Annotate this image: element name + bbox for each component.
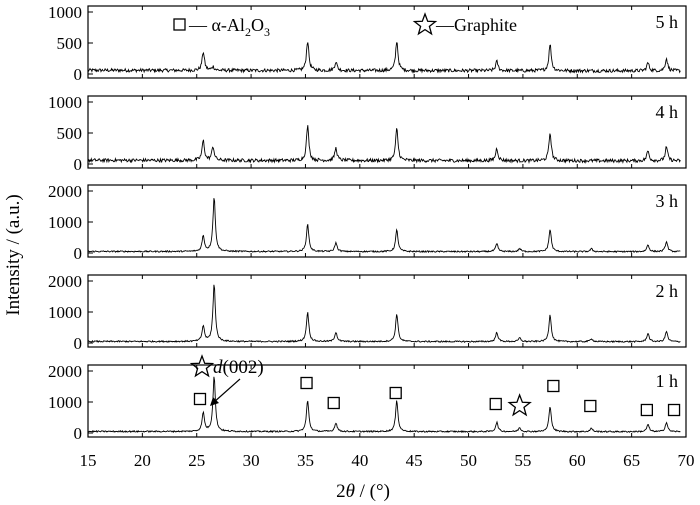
y-tick-label: 2000 — [48, 362, 82, 381]
y-tick-label: 500 — [57, 34, 83, 53]
xrd-trace — [87, 125, 681, 164]
y-tick-label: 1000 — [48, 3, 82, 22]
alumina-marker — [667, 403, 681, 417]
panel-frame — [87, 5, 687, 79]
y-tick-label: 0 — [74, 244, 83, 263]
x-tick-label: 60 — [569, 451, 586, 470]
alumina-marker — [300, 376, 313, 390]
legend-graphite: —Graphite — [435, 15, 517, 35]
legend-alumina: — α-Al2O3 — [188, 15, 270, 39]
xrd-trace — [87, 198, 681, 254]
panel-frame — [87, 184, 687, 258]
panel-frame — [87, 274, 687, 348]
panel-label: 4 h — [656, 102, 679, 122]
x-tick-label: 65 — [623, 451, 640, 470]
x-tick-label: 40 — [351, 451, 368, 470]
x-tick-label: 25 — [188, 451, 205, 470]
alumina-marker — [193, 392, 207, 406]
xrd-trace — [87, 42, 681, 74]
alumina-square-icon — [173, 18, 186, 31]
panel-1: 0 500 1000 5 h — [48, 3, 687, 84]
d002-arrow-head — [210, 397, 219, 406]
panel-5: 0 1000 2000 1 h — [48, 362, 687, 443]
alumina-marker — [489, 397, 502, 411]
x-axis-label: 2θ / (°) — [336, 481, 390, 502]
y-tick-label: 1000 — [48, 393, 82, 412]
y-tick-label: 2000 — [48, 272, 82, 291]
d002-label: d(002) — [213, 357, 264, 378]
alumina-marker — [389, 386, 402, 400]
x-tick-label: 55 — [514, 451, 531, 470]
y-tick-label: 0 — [74, 65, 83, 84]
y-tick-label: 0 — [74, 424, 83, 443]
graphite-star-icon — [412, 12, 438, 36]
y-tick-label: 1000 — [48, 303, 82, 322]
y-tick-label: 0 — [74, 155, 83, 174]
d002-arrow — [212, 378, 241, 404]
xrd-trace — [87, 376, 681, 434]
panels-layer: 0 500 1000 5 h 0 500 1000 4 h 0 1000 2000 3 h 0 1000 2… — [48, 3, 687, 443]
legend: — α-Al2O3 —Graphite — [173, 12, 517, 39]
d002-star-icon — [189, 354, 215, 378]
panel-label: 1 h — [656, 371, 679, 391]
x-tick-label: 30 — [243, 451, 260, 470]
x-tick-label: 20 — [134, 451, 151, 470]
y-tick-label: 0 — [74, 334, 83, 353]
panel-4: 0 1000 2000 2 h — [48, 272, 687, 353]
xrd-trace — [87, 284, 681, 344]
x-tick-label: 70 — [678, 451, 695, 470]
y-tick-label: 500 — [57, 124, 83, 143]
panel-frame — [87, 364, 687, 438]
x-tick-label: 15 — [80, 451, 97, 470]
x-tick-label: 50 — [460, 451, 477, 470]
x-axis: 15 20 25 30 35 40 45 50 55 60 65 70 — [80, 451, 695, 470]
y-tick-label: 1000 — [48, 93, 82, 112]
alumina-marker — [547, 379, 560, 393]
panel-frame — [87, 95, 687, 169]
panel-label: 3 h — [656, 191, 679, 211]
alumina-marker — [327, 396, 340, 410]
phase-markers — [193, 376, 681, 417]
y-tick-label: 1000 — [48, 213, 82, 232]
y-tick-label: 2000 — [48, 182, 82, 201]
panel-label: 5 h — [656, 12, 679, 32]
graphite-marker — [507, 393, 532, 417]
panel-2: 0 500 1000 4 h — [48, 93, 687, 174]
x-tick-label: 35 — [297, 451, 314, 470]
x-tick-label: 45 — [406, 451, 423, 470]
panel-label: 2 h — [656, 281, 679, 301]
panel-3: 0 1000 2000 3 h — [48, 182, 687, 263]
alumina-marker — [640, 403, 654, 417]
y-axis-label: Intensity / (a.u.) — [3, 194, 24, 315]
d002-annotation: d(002) — [189, 354, 264, 406]
alumina-marker — [584, 399, 597, 413]
